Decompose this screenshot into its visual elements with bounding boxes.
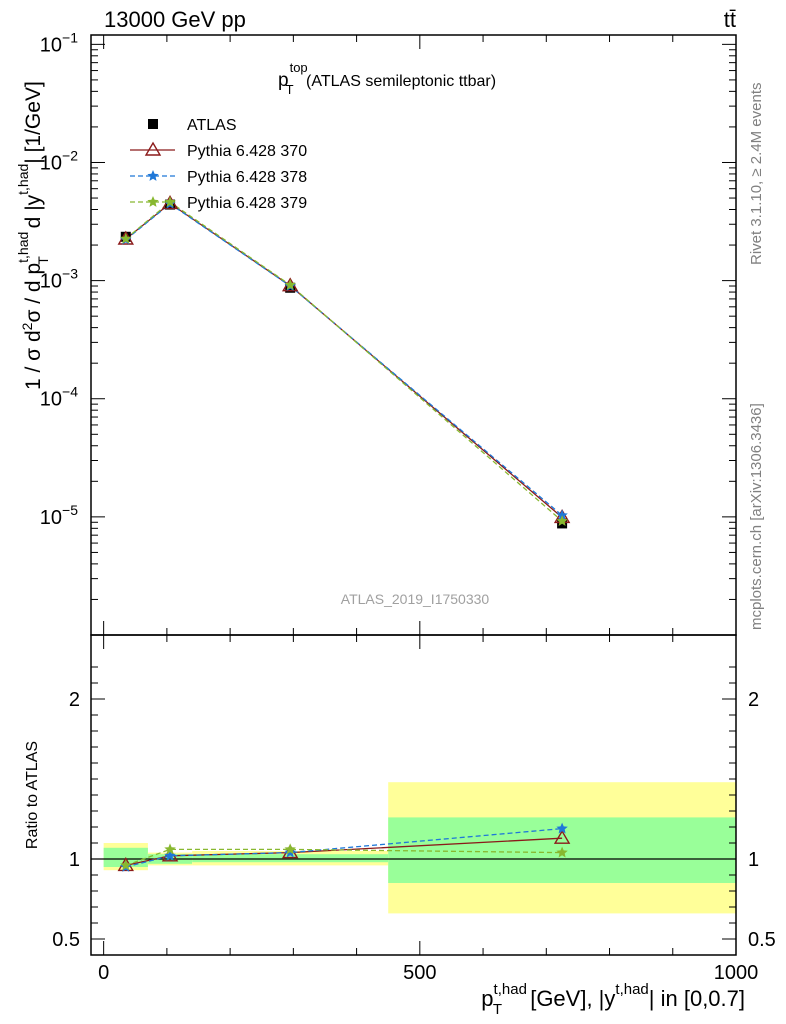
rivet-label: Rivet 3.1.10, ≥ 2.4M events (748, 83, 765, 266)
plot-title: ptop T (ATLAS semileptonic ttbar) (278, 60, 496, 97)
mcplots-label: mcplots.cern.ch [arXiv:1306.3436] (748, 403, 765, 630)
ratio-line (125, 827, 563, 868)
y-tick-label: 10−4 (40, 384, 78, 411)
series-line (125, 202, 563, 518)
ratio-y-tick-label-left: 0.5 (52, 929, 80, 951)
data-point (556, 509, 568, 521)
ratio-point (556, 822, 568, 834)
title-subscript: T (286, 82, 294, 97)
ratio-point (556, 846, 568, 858)
y-tick-label: 10−3 (40, 266, 78, 293)
axis-ticks: 0 500 1000 10−5 10−4 10−3 10−2 10−1 0.5 0.5 1 1 2 2 (40, 29, 776, 984)
ratio-series (117, 822, 571, 872)
ratio-y-tick-label-left: 2 (69, 689, 80, 711)
series-line (125, 202, 563, 516)
y-tick-label: 10−1 (40, 29, 78, 56)
ratio-y-tick-label-right: 1 (748, 849, 759, 871)
x-tick-label: 500 (403, 962, 436, 984)
ratio-y-tick-label-left: 1 (69, 849, 80, 871)
title-rest: (ATLAS semileptonic ttbar) (302, 73, 496, 90)
ratio-point (553, 829, 571, 844)
series-line (125, 201, 563, 522)
data-point (556, 515, 568, 526)
x-axis-label: pt,had T [GeV], |yt,had| in [0,0.7] (481, 981, 745, 1018)
ratio-line (125, 848, 563, 867)
x-tick-label: 0 (98, 962, 109, 984)
y-tick-label: 10−2 (40, 147, 78, 174)
ratio-y-tick-label-right: 2 (748, 689, 759, 711)
legend-marker (147, 170, 159, 181)
data-series (117, 195, 571, 529)
ratio-uncertainty-bands (91, 782, 736, 914)
legend-label: ATLAS (187, 117, 237, 134)
legend-marker (147, 196, 159, 207)
ratio-y-tick-label-right: 0.5 (748, 929, 776, 951)
legend-label: Pythia 6.428 379 (187, 195, 307, 212)
data-point (284, 279, 296, 290)
x-tick-label: 1000 (714, 962, 759, 984)
y-tick-label: 10−5 (40, 502, 78, 529)
y-axis-label: 1 / σ d2σ / d pt,had T d |yt,had| [1/GeV] (15, 81, 51, 390)
process-label: tt̄ (724, 7, 736, 32)
collision-label: 13000 GeV pp (104, 7, 246, 32)
ratio-point (164, 849, 176, 861)
ratio-point (120, 859, 132, 871)
analysis-watermark: ATLAS_2019_I1750330 (341, 591, 490, 607)
ratio-point (284, 843, 296, 855)
data-point (120, 232, 132, 244)
legend-marker (144, 141, 162, 156)
ratio-y-axis-label: Ratio to ATLAS (24, 741, 41, 849)
legend: ATLAS Pythia 6.428 370 Pythia 6.428 378 Pyt… (130, 117, 307, 212)
legend-label: Pythia 6.428 378 (187, 169, 307, 186)
title-main: p (278, 70, 289, 91)
legend-marker (148, 119, 158, 129)
title-superscript: top (290, 60, 308, 75)
legend-label: Pythia 6.428 370 (187, 143, 307, 160)
ratio-point (164, 843, 176, 855)
